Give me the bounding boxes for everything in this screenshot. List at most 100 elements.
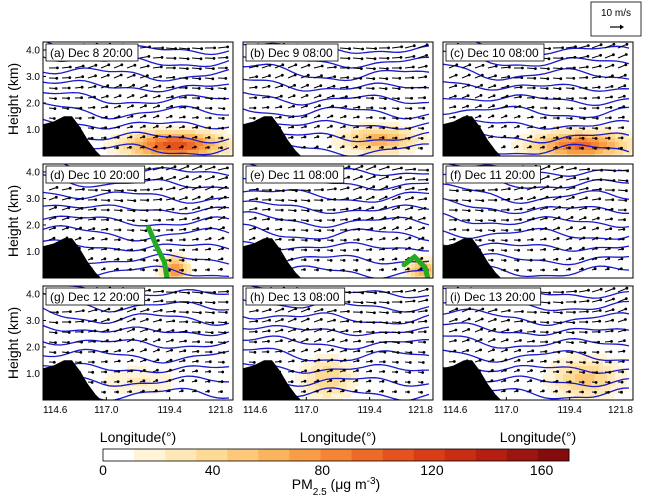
pm25-cell xyxy=(219,154,224,156)
wind-arrow-head xyxy=(408,127,412,130)
wind-arrow-head xyxy=(625,42,629,46)
pm25-cell xyxy=(395,130,400,135)
pm25-cell xyxy=(535,154,540,156)
wind-arrow-head xyxy=(597,96,600,100)
wind-arrow-head xyxy=(306,219,309,223)
pm25-cell xyxy=(427,264,432,269)
pm25-cell xyxy=(571,382,576,387)
pm25-cell xyxy=(571,146,576,151)
wind-arrow-head xyxy=(381,389,384,393)
pm25-cell xyxy=(427,150,432,155)
wind-arrow-head xyxy=(570,107,574,110)
wind-arrow-head xyxy=(159,308,163,312)
contour-line xyxy=(243,78,430,92)
pm25-cell xyxy=(223,130,228,135)
pm25-cell xyxy=(183,122,188,127)
pm25-cell xyxy=(583,390,588,395)
pm25-cell xyxy=(319,134,324,139)
wind-arrow-head xyxy=(78,361,82,364)
pm25-cell xyxy=(107,386,112,391)
contour-line xyxy=(43,91,229,105)
wind-arrow-head xyxy=(168,259,172,262)
wind-arrow-head xyxy=(208,237,212,240)
pm25-cell xyxy=(171,394,176,399)
wind-arrow-head xyxy=(532,330,536,333)
pm25-cell xyxy=(327,130,332,135)
pm25-cell xyxy=(551,272,556,277)
pm25-cell xyxy=(419,150,424,155)
pm25-cell xyxy=(299,366,304,371)
wind-arrow-head xyxy=(145,317,149,321)
pm25-cell xyxy=(351,386,356,391)
wind-arrow-head xyxy=(194,135,198,139)
pm25-cell xyxy=(535,362,540,367)
pm25-cell xyxy=(615,374,620,379)
wind-arrow-head xyxy=(207,379,211,383)
pm25-cell xyxy=(207,150,212,155)
pm25-cell xyxy=(319,362,324,367)
pm25-cell xyxy=(519,154,524,156)
wind-arrow-head xyxy=(480,317,484,321)
pm25-cell xyxy=(363,118,368,123)
wind-arrow-head xyxy=(381,136,385,140)
wind-arrow-head xyxy=(410,206,414,210)
wind-arrow-head xyxy=(106,73,110,77)
pm25-cell xyxy=(131,374,136,379)
wind-arrow-head xyxy=(328,389,332,393)
pm25-cell xyxy=(607,378,612,383)
pm25-cell xyxy=(415,146,420,151)
wind-arrow-head xyxy=(343,115,347,118)
pm25-cell xyxy=(399,272,404,277)
wind-arrow-head xyxy=(167,145,171,149)
wind-arrow-head xyxy=(571,341,574,345)
wind-arrow-head xyxy=(67,331,71,334)
wind-arrow-head xyxy=(547,57,551,61)
wind-arrow-head xyxy=(213,46,217,50)
pm25-cell xyxy=(223,134,228,139)
pm25-cell xyxy=(563,272,568,277)
wind-arrow-head xyxy=(517,125,520,128)
pm25-cell xyxy=(587,142,592,147)
terrain xyxy=(243,360,302,400)
pm25-cell xyxy=(571,154,576,156)
pm25-cell xyxy=(603,378,608,383)
wind-arrow-head xyxy=(610,207,614,211)
pm25-cell xyxy=(295,386,300,391)
wind-arrow xyxy=(217,291,228,293)
pm25-cell xyxy=(179,138,184,143)
pm25-cell xyxy=(227,146,232,151)
wind-arrow-head xyxy=(344,228,348,232)
wind-arrow-head xyxy=(624,53,628,56)
pm25-cell xyxy=(419,272,424,277)
pm25-cell xyxy=(123,126,128,131)
wind-arrow xyxy=(500,310,510,313)
wind-arrow-head xyxy=(599,43,603,47)
wind-arrow-head xyxy=(183,105,187,109)
pm25-cell xyxy=(503,154,508,156)
wind-arrow-head xyxy=(103,257,107,261)
wind-arrow xyxy=(391,46,402,49)
pm25-cell xyxy=(135,146,140,151)
wind-arrow-head xyxy=(454,73,458,77)
wind-arrow-head xyxy=(423,85,427,89)
wind-arrow-head xyxy=(225,311,228,314)
pm25-cell xyxy=(175,268,180,273)
wind-arrow-head xyxy=(330,249,334,252)
pm25-cell xyxy=(179,252,184,257)
pm25-field xyxy=(531,346,633,400)
wind-arrow xyxy=(565,186,575,191)
wind-arrow-head xyxy=(53,216,57,219)
pm25-cell xyxy=(175,390,180,395)
contour-line xyxy=(43,191,230,204)
y-tick-label: 1.0 xyxy=(26,369,40,380)
wind-arrow-head xyxy=(547,67,550,71)
pm25-cell xyxy=(103,386,108,391)
pm25-cell xyxy=(155,386,160,391)
wind-arrow-head xyxy=(253,106,257,110)
pm25-cell xyxy=(107,362,112,367)
wind-arrow-head xyxy=(467,317,471,321)
pm25-cell xyxy=(143,370,148,375)
pm25-cell xyxy=(355,130,360,135)
pm25-cell xyxy=(567,264,572,269)
pm25-cell xyxy=(551,264,556,269)
